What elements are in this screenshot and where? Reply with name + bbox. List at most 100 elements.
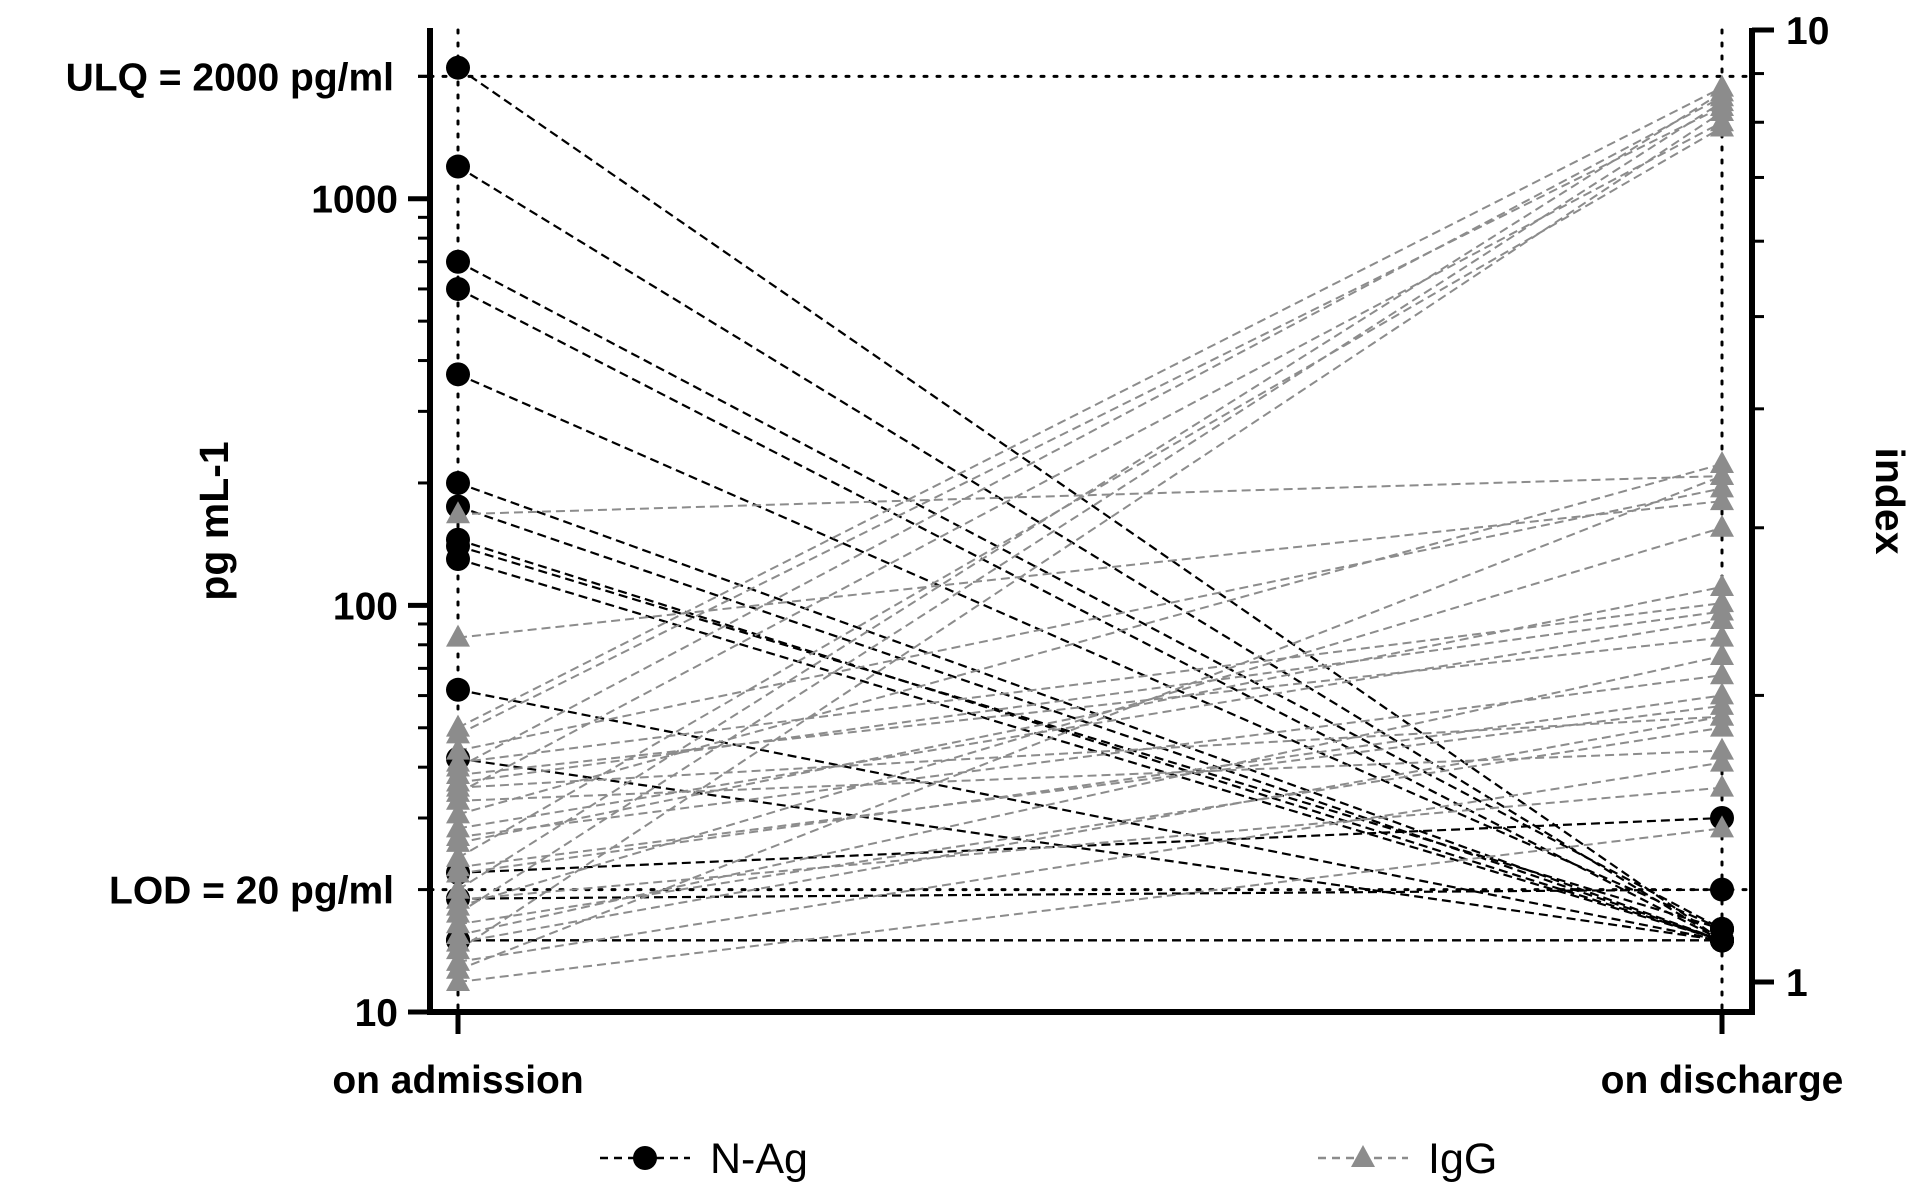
axes: [408, 27, 1774, 1034]
series-line: [457, 86, 1723, 729]
legend-marker-triangle: [1351, 1145, 1375, 1167]
data-point-igg: [1710, 624, 1734, 647]
data-point-igg: [1710, 703, 1734, 726]
series-line: [457, 655, 1723, 937]
series-line: [457, 91, 1723, 891]
series-line: [457, 694, 1723, 875]
data-point-igg: [1710, 573, 1734, 596]
left-tick-label: 100: [333, 585, 398, 628]
series-line: [457, 619, 1723, 830]
data-point-igg: [1710, 737, 1734, 760]
data-point-igg: [1710, 463, 1734, 486]
left-tick-label: 1000: [311, 179, 398, 222]
series-line: [457, 688, 1723, 942]
labels: ULQ = 2000 pg/ml LOD = 20 pg/ml 10 100 1000 1…: [66, 10, 1913, 1102]
series-line: [457, 888, 1723, 900]
series-line: [457, 500, 1723, 639]
series-line: [457, 816, 1723, 874]
data-point-n-ag: [446, 276, 470, 301]
series-line: [457, 487, 1723, 752]
left-tick-label: 10: [355, 992, 398, 1035]
series-line: [457, 674, 1723, 839]
legend-marker-circle: [633, 1146, 657, 1170]
data-point-igg: [446, 829, 470, 852]
series-line: [457, 505, 1723, 942]
data-point-igg: [446, 501, 470, 524]
data-point-n-ag: [446, 470, 470, 495]
data-point-igg: [1710, 99, 1734, 122]
data-point-igg: [446, 956, 470, 979]
data-point-igg: [446, 860, 470, 883]
data-point-igg: [1710, 714, 1734, 737]
series-line: [457, 475, 1723, 516]
series-line: [457, 106, 1723, 736]
data-point-igg: [1710, 815, 1734, 838]
series-line: [457, 749, 1723, 802]
data-point-igg: [446, 721, 470, 744]
data-point-igg: [1710, 488, 1734, 511]
data-point-igg: [446, 787, 470, 810]
reference-label: ULQ = 2000 pg/ml: [66, 56, 394, 99]
y-axis-title-left: pg mL-1: [191, 441, 237, 600]
series-line: [457, 726, 1723, 926]
right-tick-label: 10: [1786, 10, 1829, 53]
series-lines: [457, 66, 1723, 983]
series-line: [457, 538, 1723, 942]
series-line: [457, 287, 1723, 942]
legend-label: IgG: [1428, 1135, 1497, 1183]
data-point-igg: [1710, 749, 1734, 772]
data-point-igg: [446, 624, 470, 647]
data-point-igg: [446, 968, 470, 991]
series-line: [457, 557, 1723, 942]
data-point-igg: [1710, 451, 1734, 474]
series-line: [457, 475, 1723, 971]
data-point-n-ag: [1710, 877, 1734, 902]
data-point-igg: [446, 801, 470, 824]
series-line: [457, 165, 1723, 942]
data-point-igg: [446, 937, 470, 960]
data-point-igg: [1710, 643, 1734, 666]
series-line: [457, 101, 1723, 915]
data-point-igg: [1710, 607, 1734, 630]
data-point-igg: [446, 737, 470, 760]
series-line: [457, 126, 1723, 859]
markers: [446, 55, 1734, 991]
series-line: [457, 526, 1723, 908]
series-line: [457, 96, 1723, 769]
series-line: [457, 66, 1723, 942]
y-axis-title-right: index: [1867, 447, 1913, 554]
series-line: [457, 121, 1723, 794]
data-point-n-ag: [446, 154, 470, 179]
series-line: [457, 636, 1723, 776]
data-point-igg: [1710, 475, 1734, 498]
series-line: [457, 786, 1723, 901]
data-point-igg: [1710, 114, 1734, 137]
series-line: [457, 704, 1723, 869]
series-line: [457, 715, 1723, 944]
data-point-n-ag: [446, 547, 470, 572]
reference-label: LOD = 20 pg/ml: [109, 870, 394, 913]
data-point-n-ag: [446, 249, 470, 274]
series-line: [457, 715, 1723, 789]
series-line: [457, 463, 1723, 816]
series-line: [457, 373, 1723, 931]
right-tick-label: 1: [1786, 962, 1808, 1005]
data-point-n-ag: [446, 362, 470, 387]
series-line: [457, 602, 1723, 764]
series-line: [457, 610, 1723, 784]
series-line: [457, 544, 1723, 931]
series-line: [457, 757, 1723, 942]
series-line: [457, 260, 1723, 930]
series-line: [457, 761, 1723, 963]
x-tick-label: on admission: [332, 1059, 583, 1102]
data-point-n-ag: [1710, 928, 1734, 953]
data-point-igg: [1710, 514, 1734, 537]
data-point-n-ag: [446, 677, 470, 702]
data-point-n-ag: [446, 55, 470, 80]
legend-label: N-Ag: [710, 1135, 808, 1183]
series-line: [457, 111, 1723, 952]
legend: N-Ag IgG: [600, 1135, 1497, 1183]
series-line: [457, 585, 1723, 844]
data-point-igg: [1710, 682, 1734, 705]
